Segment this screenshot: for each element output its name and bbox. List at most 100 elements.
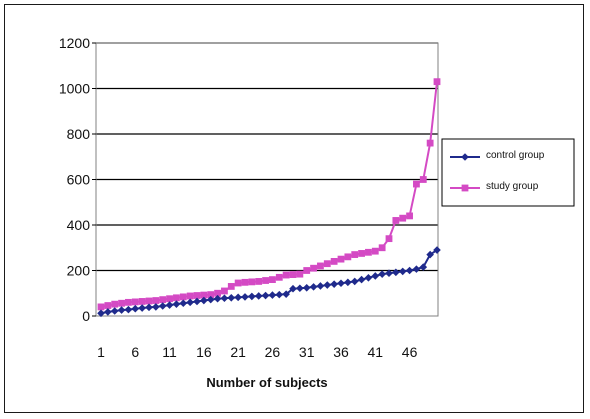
- data-point: [152, 303, 160, 311]
- data-point: [358, 250, 365, 257]
- x-tick-label: 31: [299, 344, 315, 360]
- gridlines: [96, 42, 438, 317]
- data-point: [241, 278, 249, 286]
- data-point: [317, 262, 324, 270]
- data-point: [433, 246, 441, 254]
- data-point: [405, 266, 414, 275]
- x-tick-label: 21: [230, 344, 246, 360]
- data-point: [241, 293, 249, 301]
- data-point: [323, 260, 331, 268]
- data-point: [234, 279, 242, 287]
- data-point: [413, 180, 420, 188]
- data-point: [419, 176, 427, 183]
- data-point: [261, 291, 270, 300]
- x-tick-label: 26: [265, 344, 281, 360]
- x-tick-label: 6: [131, 344, 139, 360]
- data-point: [200, 296, 208, 305]
- data-point: [145, 297, 153, 305]
- data-point: [193, 297, 201, 306]
- data-point: [461, 153, 469, 161]
- data-point: [104, 302, 112, 309]
- data-point: [206, 295, 215, 304]
- data-point: [344, 253, 352, 261]
- data-point: [433, 78, 441, 86]
- data-point: [378, 270, 386, 278]
- data-point: [316, 282, 325, 290]
- data-point: [426, 139, 434, 147]
- data-point: [289, 271, 297, 278]
- data-point: [173, 294, 180, 302]
- data-point: [357, 275, 366, 284]
- data-point: [166, 295, 173, 303]
- data-point: [214, 289, 221, 297]
- y-tick-label: 400: [67, 217, 91, 233]
- data-point: [296, 284, 304, 293]
- legend-label: control group: [486, 150, 545, 161]
- data-point: [186, 292, 194, 300]
- data-point: [268, 291, 277, 299]
- data-point: [351, 251, 359, 258]
- x-tick-label: 16: [196, 344, 212, 360]
- data-point: [330, 258, 338, 265]
- y-tick-label: 1000: [59, 81, 90, 97]
- series-control-group: [97, 246, 441, 318]
- data-point: [309, 283, 318, 291]
- data-point: [337, 255, 345, 263]
- data-point: [262, 277, 269, 284]
- data-point: [207, 291, 215, 299]
- data-point: [378, 244, 386, 252]
- data-point: [371, 247, 379, 255]
- data-point: [248, 278, 256, 286]
- data-point: [296, 270, 304, 278]
- x-tick-label: 36: [333, 344, 349, 360]
- data-point: [234, 293, 242, 302]
- x-tick-label: 11: [162, 344, 177, 360]
- data-point: [275, 290, 284, 299]
- data-point: [385, 235, 393, 243]
- data-point: [323, 281, 332, 289]
- data-point: [302, 283, 311, 292]
- x-tick-label: 41: [367, 344, 383, 360]
- data-point: [118, 299, 125, 307]
- data-point: [385, 269, 393, 278]
- data-point: [193, 292, 201, 299]
- data-point: [282, 271, 290, 279]
- data-point: [412, 265, 421, 273]
- data-point: [104, 308, 112, 316]
- data-point: [337, 279, 345, 288]
- data-point: [97, 303, 105, 311]
- y-tick-label: 1200: [59, 35, 90, 51]
- y-tick-label: 0: [82, 308, 90, 324]
- y-tick-label: 600: [67, 172, 91, 188]
- data-point: [159, 296, 167, 304]
- legend: control group study group: [441, 138, 575, 207]
- data-point: [371, 272, 380, 280]
- legend-label: study group: [486, 181, 539, 192]
- data-point: [111, 300, 119, 308]
- data-point: [110, 307, 119, 315]
- x-tick-label: 1: [97, 344, 105, 360]
- data-point: [344, 278, 352, 287]
- data-point: [145, 303, 153, 312]
- data-point: [254, 292, 263, 300]
- data-point: [200, 291, 208, 299]
- series-layer: [97, 78, 441, 318]
- data-point: [131, 298, 139, 306]
- data-point: [138, 304, 146, 312]
- data-point: [398, 267, 407, 276]
- data-point: [350, 277, 359, 286]
- y-tick-label: 200: [67, 263, 91, 279]
- data-point: [117, 306, 126, 314]
- data-point: [282, 290, 290, 298]
- data-point: [330, 280, 338, 288]
- data-point: [364, 273, 373, 282]
- data-point: [255, 278, 263, 285]
- series-study-group: [97, 78, 441, 311]
- data-point: [124, 305, 133, 314]
- x-tick-label: 46: [402, 344, 418, 360]
- x-axis-title: Number of subjects: [206, 375, 327, 390]
- data-point: [289, 284, 297, 293]
- data-point: [248, 292, 256, 301]
- data-point: [165, 301, 174, 309]
